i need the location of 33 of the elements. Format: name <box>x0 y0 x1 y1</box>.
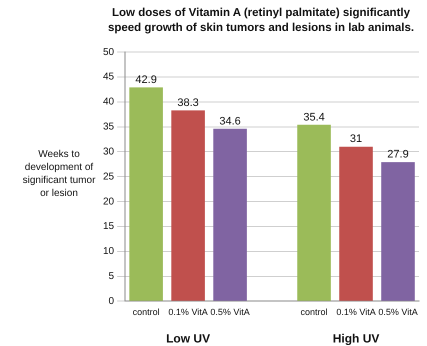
bar <box>339 146 373 301</box>
x-tick-label: control <box>132 307 160 318</box>
chart-title: Low doses of Vitamin A (retinyl palmitate) significantly speed growth of skin tumors and lesions in lab animals. <box>106 6 416 36</box>
x-tick-label: 0.5% VitA <box>210 307 250 318</box>
bar <box>171 110 205 301</box>
y-tick-label: 40 <box>103 96 115 108</box>
data-label: 34.6 <box>219 115 241 128</box>
x-tick-label: 0.1% VitA <box>168 307 208 318</box>
y-tick-label: 5 <box>108 271 115 282</box>
x-tick-label: 0.5% VitA <box>378 307 418 318</box>
data-label: 42.9 <box>135 74 157 86</box>
bar <box>297 124 331 301</box>
y-tick-label: 50 <box>103 46 115 58</box>
y-axis-title: Weeks to development of significant tumor or lesion <box>22 148 96 200</box>
data-label: 31 <box>350 133 362 146</box>
y-tick-label: 20 <box>103 196 115 208</box>
text: High UV <box>332 332 380 346</box>
data-label: 38.3 <box>177 96 199 109</box>
y-tick-label: 0 <box>108 296 115 307</box>
data-label: 27.9 <box>387 148 409 161</box>
data-label: 35.4 <box>303 111 325 124</box>
bar <box>213 128 247 301</box>
y-tick-label: 45 <box>103 72 115 83</box>
bar <box>129 87 163 301</box>
text: Low UV <box>166 332 210 346</box>
x-tick-label: control <box>300 307 328 318</box>
y-tick-label: 25 <box>103 171 115 182</box>
bar <box>381 162 415 301</box>
y-tick-label: 30 <box>103 146 115 158</box>
x-tick-label: 0.1% VitA <box>336 307 376 318</box>
y-tick-label: 10 <box>103 246 115 258</box>
y-tick-label: 35 <box>103 122 115 133</box>
y-tick-label: 15 <box>103 221 115 232</box>
